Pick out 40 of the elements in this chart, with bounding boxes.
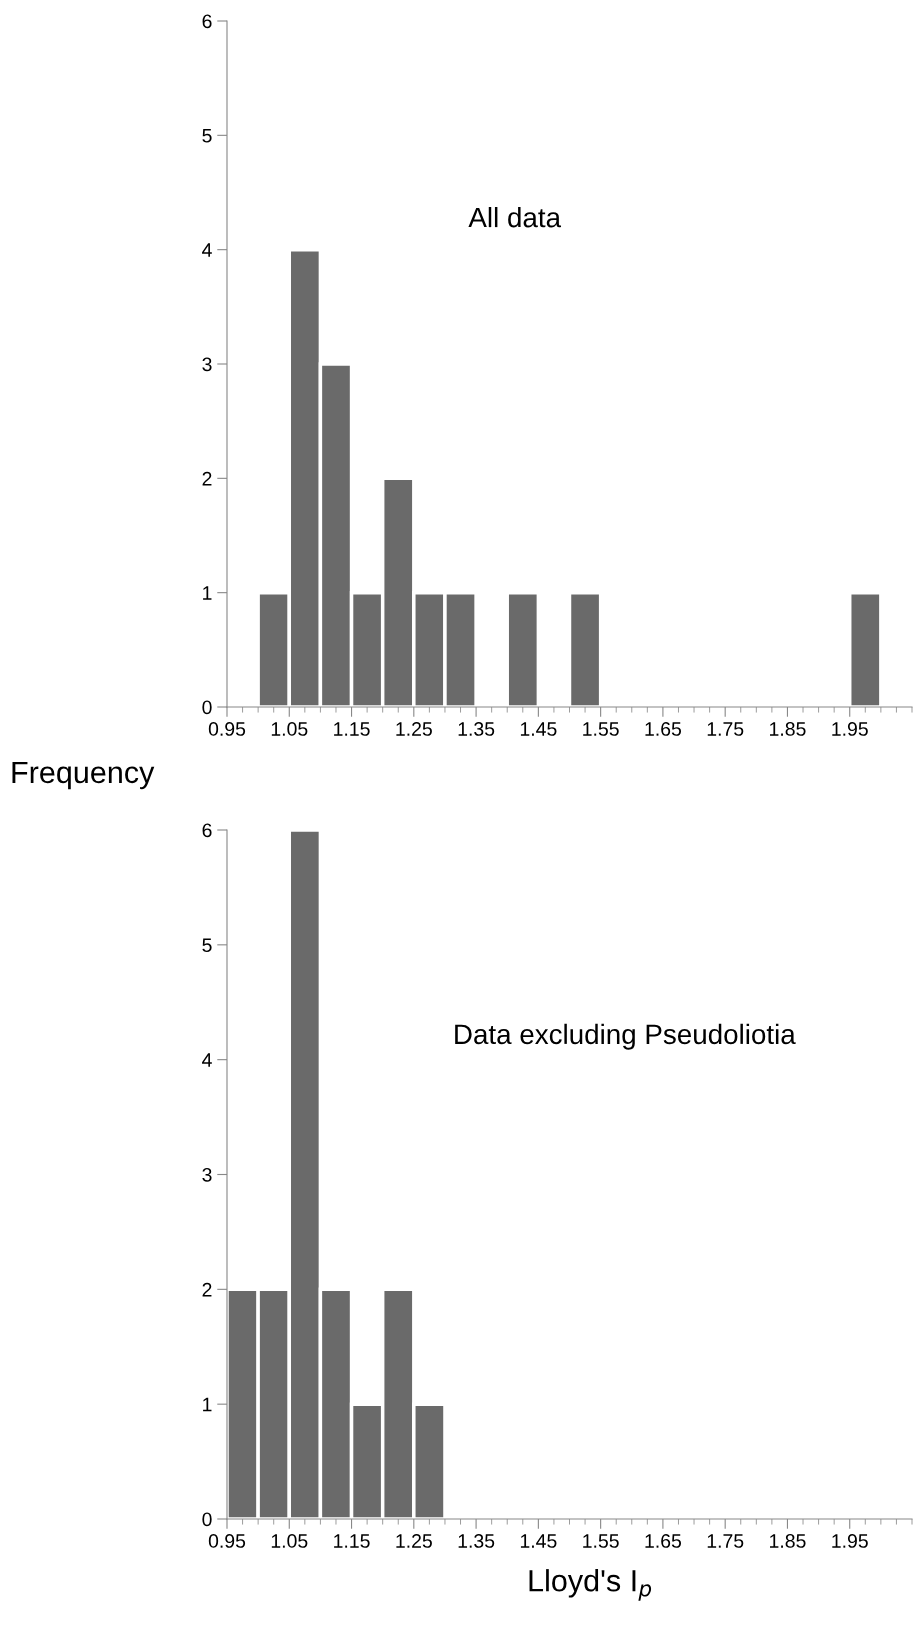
y-tick-label: 1 [203, 1397, 212, 1412]
y-tick-label: 5 [202, 938, 212, 953]
x-tick-label: 1.65 [645, 722, 682, 736]
x-tick-label: 1.85 [770, 722, 806, 736]
x-tick-label: 1.05 [271, 722, 308, 736]
y-tick-label: 6 [202, 823, 212, 838]
y-tick-label: 4 [202, 1053, 212, 1067]
y-tick-label: 5 [202, 129, 212, 143]
y-tick-label: 0 [202, 1512, 212, 1527]
x-tick-label: 1.55 [583, 1534, 619, 1548]
y-tick-label: 3 [202, 1167, 212, 1182]
x-tick-label: 1.55 [583, 722, 619, 736]
x-tick-label: 1.35 [458, 722, 495, 736]
y-axis-title: Frequency [12, 761, 155, 790]
y-tick-label: 3 [202, 357, 212, 372]
x-tick-label: 1.45 [520, 1534, 557, 1548]
y-tick-label: 1 [203, 586, 212, 600]
x-tick-label: 1.95 [832, 1534, 868, 1548]
y-tick-label: 0 [202, 700, 212, 715]
y-tick-label: 4 [202, 243, 212, 257]
x-tick-label: 1.65 [645, 1534, 682, 1548]
x-tick-label: 0.95 [208, 1534, 246, 1548]
x-tick-label: 1.85 [770, 1534, 806, 1548]
x-tick-label: 1.25 [396, 722, 432, 736]
x-tick-label: 1.25 [396, 1534, 432, 1548]
x-tick-label: 1.75 [707, 1534, 744, 1548]
x-tick-label: 1.05 [271, 1534, 308, 1548]
x-tick-label: 1.15 [334, 722, 370, 736]
x-tick-label: 0.95 [208, 722, 246, 736]
y-tick-label: 2 [202, 471, 212, 486]
x-tick-label: 1.95 [832, 722, 868, 736]
x-tick-label: 1.75 [707, 722, 744, 736]
y-tick-label: 2 [202, 1282, 212, 1297]
annotation: All data [468, 206, 562, 228]
x-axis-title: Lloyd's I$_{p}$ [529, 1569, 652, 1601]
y-tick-label: 6 [202, 14, 212, 29]
x-tick-label: 1.35 [458, 1534, 495, 1548]
x-tick-label: 1.15 [334, 1534, 370, 1548]
x-tick-label: 1.45 [520, 722, 557, 736]
annotation: Data excluding Pseudoliotia [455, 1023, 796, 1050]
